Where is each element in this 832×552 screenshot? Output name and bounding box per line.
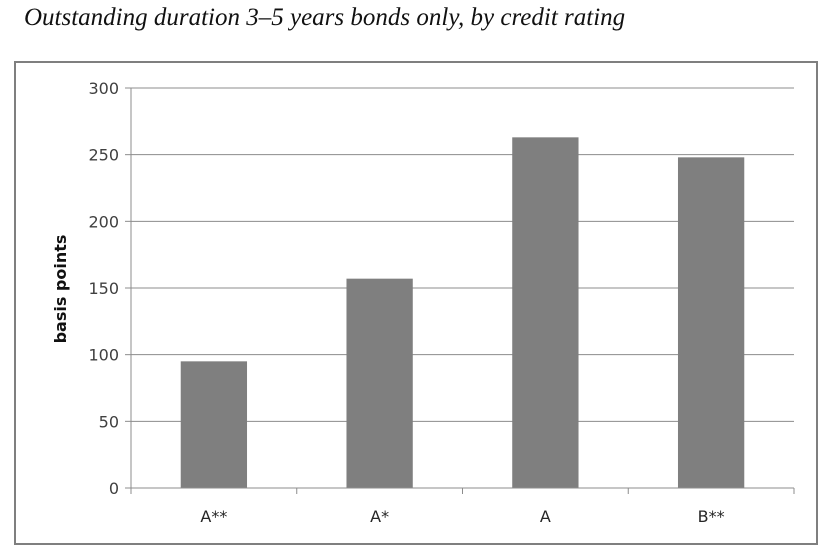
x-tick-label: B** — [698, 507, 725, 526]
bars — [180, 137, 745, 488]
bar-1 — [346, 278, 413, 488]
x-tick-label: A* — [370, 507, 389, 526]
bar-chart: 0 50 100 150 200 250 300 A** A* A B** basis points — [51, 79, 795, 526]
y-tick-label: 300 — [88, 79, 119, 98]
axes: 0 50 100 150 200 250 300 A** A* A B** — [88, 79, 795, 526]
y-tick-label: 150 — [88, 279, 119, 298]
bar-2 — [512, 137, 579, 488]
y-tick-label: 200 — [88, 212, 119, 231]
y-tick-label: 250 — [88, 146, 119, 165]
bar-3 — [677, 157, 745, 488]
chart-caption: Outstanding duration 3–5 years bonds onl… — [24, 4, 626, 31]
chart-frame: 0 50 100 150 200 250 300 A** A* A B** basis points — [14, 61, 818, 545]
y-tick-label: 0 — [109, 479, 119, 498]
bar-0 — [180, 361, 248, 488]
y-tick-label: 100 — [88, 346, 119, 365]
x-tick-label: A — [540, 507, 551, 526]
y-tick-label: 50 — [99, 412, 119, 431]
x-tick-label: A** — [200, 507, 227, 526]
y-axis-label: basis points — [51, 235, 70, 344]
